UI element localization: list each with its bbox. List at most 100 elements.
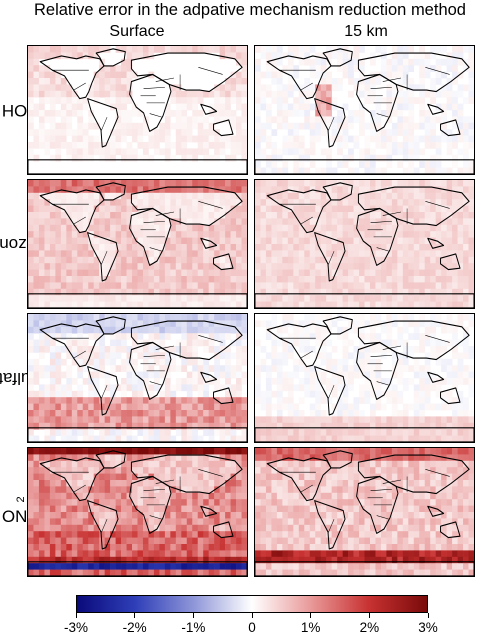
heatmap-cell — [88, 473, 95, 481]
heatmap-cell — [38, 263, 45, 270]
heatmap-cell — [255, 224, 261, 232]
heatmap-cell — [214, 403, 220, 411]
heatmap-cell — [137, 473, 144, 481]
heatmap-cell — [230, 550, 237, 558]
heatmap-cell — [225, 352, 231, 360]
heatmap-cell — [468, 180, 474, 187]
heatmap-cell — [364, 212, 371, 219]
heatmap-cell — [348, 167, 354, 174]
heatmap-cell — [304, 448, 311, 455]
heatmap-cell — [164, 103, 171, 111]
heatmap-cell — [452, 186, 458, 194]
heatmap-cell — [44, 148, 51, 156]
heatmap-cell — [241, 282, 247, 290]
heatmap-cell — [99, 320, 105, 328]
heatmap-cell — [255, 199, 261, 206]
heatmap-cell — [82, 122, 89, 130]
heatmap-cell — [225, 333, 231, 340]
heatmap-cell — [121, 122, 127, 130]
heatmap-cell — [93, 333, 100, 340]
heatmap-cell — [49, 346, 56, 353]
heatmap-cell — [82, 524, 89, 532]
heatmap-cell — [219, 180, 226, 187]
heatmap-cell — [419, 301, 426, 308]
heatmap-cell — [99, 154, 105, 162]
heatmap-cell — [271, 250, 278, 258]
coastline — [130, 454, 243, 495]
heatmap-cell — [49, 505, 56, 513]
heatmap-cell — [348, 454, 354, 462]
heatmap-cell — [315, 250, 322, 258]
heatmap-cell — [265, 250, 272, 258]
heatmap-cell — [126, 454, 133, 462]
heatmap-cell — [331, 320, 338, 328]
heatmap-cell — [208, 282, 215, 290]
heatmap-cell — [326, 435, 332, 442]
heatmap-cell — [441, 269, 447, 277]
heatmap-cell — [93, 378, 100, 385]
heatmap-cell — [353, 454, 360, 462]
heatmap-cell — [337, 192, 343, 200]
heatmap-cell — [230, 186, 237, 194]
heatmap-cell — [49, 288, 56, 296]
heatmap-cell — [236, 282, 242, 290]
heatmap-cell — [55, 205, 62, 213]
heatmap-cell — [282, 212, 289, 219]
heatmap-cell — [304, 218, 311, 226]
heatmap-cell — [71, 352, 78, 360]
heatmap-cell — [265, 186, 272, 194]
heatmap-cell — [159, 569, 166, 576]
heatmap-cell — [260, 237, 267, 245]
heatmap-cell — [309, 129, 316, 136]
heatmap-cell — [77, 154, 84, 162]
heatmap-cell — [132, 103, 138, 111]
heatmap-cell — [104, 346, 111, 353]
heatmap-cell — [380, 269, 387, 277]
heatmap-cell — [315, 129, 322, 136]
heatmap-cell — [241, 154, 247, 162]
heatmap-cell — [82, 473, 89, 481]
heatmap-cell — [397, 212, 404, 219]
heatmap-cell — [132, 263, 138, 270]
heatmap-cell — [320, 326, 327, 334]
heatmap-cell — [77, 314, 84, 321]
heatmap-cell — [402, 199, 409, 206]
heatmap-cell — [348, 410, 354, 417]
heatmap-cell — [430, 244, 436, 251]
heatmap-cell — [60, 512, 67, 519]
heatmap-cell — [435, 295, 442, 302]
heatmap-cell — [241, 52, 247, 60]
heatmap-cell — [408, 154, 415, 162]
heatmap-cell — [452, 52, 458, 60]
heatmap-cell — [170, 480, 177, 487]
heatmap-cell — [203, 256, 209, 264]
heatmap-cell — [197, 378, 204, 385]
heatmap-cell — [110, 429, 116, 436]
heatmap-cell — [66, 288, 73, 296]
heatmap-cell — [276, 403, 283, 411]
heatmap-cell — [287, 429, 294, 436]
heatmap-cell — [126, 505, 133, 513]
heatmap-cell — [359, 58, 365, 66]
heatmap-cell — [214, 288, 220, 296]
heatmap-cell — [115, 365, 122, 372]
heatmap-cell — [121, 276, 127, 283]
heatmap-cell — [208, 218, 215, 226]
heatmap-cell — [287, 110, 294, 117]
heatmap-cell — [132, 256, 138, 264]
heatmap-cell — [142, 403, 149, 411]
heatmap-cell — [375, 403, 382, 411]
heatmap-cell — [315, 256, 322, 264]
heatmap-cell — [132, 390, 138, 398]
heatmap-cell — [446, 378, 453, 385]
heatmap-cell — [148, 142, 155, 149]
heatmap-cell — [38, 250, 45, 258]
heatmap-cell — [348, 269, 354, 277]
heatmap-cell — [60, 110, 67, 117]
heatmap-cell — [225, 135, 231, 143]
heatmap-cell — [463, 65, 469, 72]
heatmap-cell — [364, 333, 371, 340]
heatmap-cell — [430, 154, 436, 162]
heatmap-cell — [326, 244, 332, 251]
heatmap-cell — [353, 58, 360, 66]
